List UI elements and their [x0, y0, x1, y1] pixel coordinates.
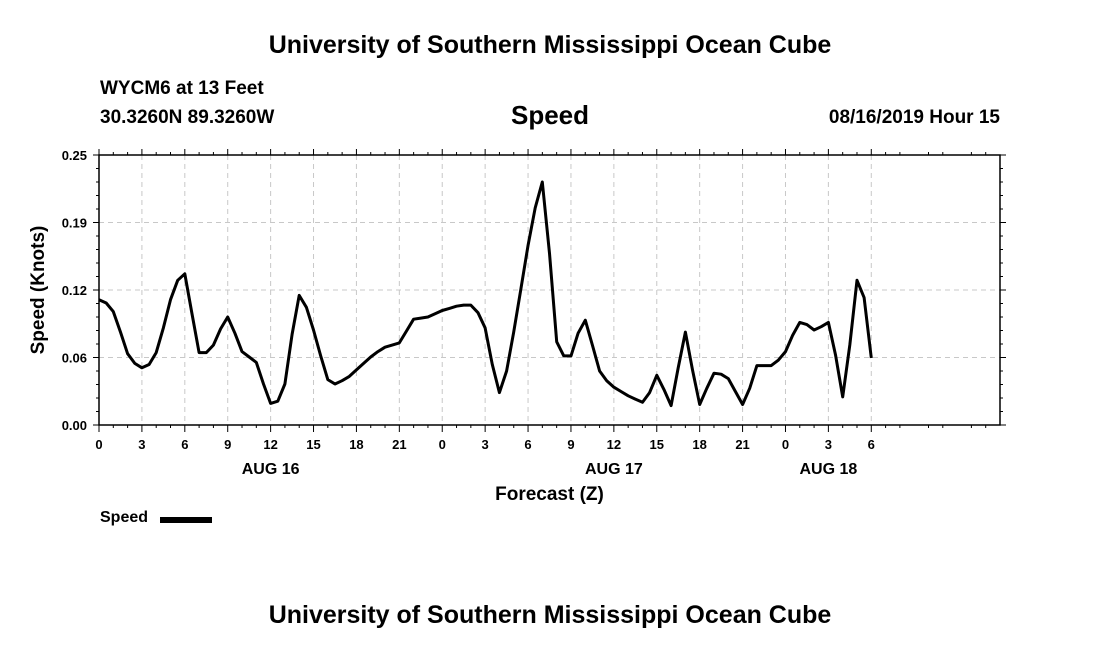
date-label: AUG 16	[242, 461, 300, 478]
x-tick-label: 21	[392, 437, 406, 452]
axis-labels: 0.00 0.06 0.12 0.19 0.25 0 3 6 9 12 15 18 21 0 3 6 9 12 15…	[28, 148, 875, 505]
x-tick-label: 18	[349, 437, 363, 452]
date-label: AUG 18	[799, 461, 857, 478]
x-tick-label: 6	[524, 437, 531, 452]
legend-label: Speed	[100, 509, 149, 526]
y-tick-label: 0.12	[62, 283, 87, 298]
x-axis-title: Forecast (Z)	[495, 484, 604, 505]
x-tick-label: 12	[607, 437, 621, 452]
plot-frame	[98, 154, 1001, 426]
x-tick-label: 6	[868, 437, 875, 452]
y-tick-label: 0.25	[62, 148, 87, 163]
y-tick-label: 0.00	[62, 418, 87, 433]
x-tick-label: 15	[306, 437, 320, 452]
bottom-title: University of Southern Mississippi Ocean…	[268, 601, 832, 629]
x-tick-label: 0	[95, 437, 102, 452]
x-tick-label: 21	[735, 437, 749, 452]
y-tick-label: 0.06	[62, 351, 87, 366]
y-tick-label: 0.19	[62, 216, 87, 231]
top-title: University of Southern Mississippi Ocean…	[268, 31, 832, 59]
coordinates-label: 30.3260N 89.3260W	[100, 107, 275, 128]
x-tick-label: 3	[138, 437, 145, 452]
x-tick-label: 9	[567, 437, 574, 452]
station-label: WYCM6 at 13 Feet	[100, 78, 264, 99]
x-tick-label: 3	[482, 437, 489, 452]
x-tick-label: 12	[263, 437, 277, 452]
grid-lines	[99, 155, 1000, 425]
y-axis-title: Speed (Knots)	[28, 226, 49, 355]
x-tick-label: 3	[825, 437, 832, 452]
legend-swatch	[160, 517, 212, 523]
chart-title: Speed	[510, 100, 590, 130]
x-tick-label: 6	[181, 437, 188, 452]
date-label: AUG 17	[585, 461, 643, 478]
x-tick-label: 15	[650, 437, 664, 452]
x-tick-label: 9	[224, 437, 231, 452]
x-tick-label: 0	[439, 437, 446, 452]
speed-series-line	[98, 180, 873, 408]
x-tick-label: 18	[692, 437, 706, 452]
x-tick-label: 0	[782, 437, 789, 452]
datetime-label: 08/16/2019 Hour 15	[828, 107, 1000, 128]
